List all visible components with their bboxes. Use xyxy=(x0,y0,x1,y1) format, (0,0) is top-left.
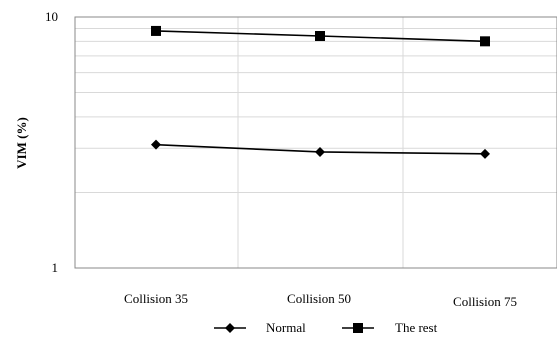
legend-marker-the-rest xyxy=(353,323,363,333)
category-label-collision-50: Collision 50 xyxy=(287,291,351,306)
data-point-normal-3 xyxy=(480,148,490,159)
data-point-normal-1 xyxy=(151,139,161,150)
category-label-collision-75: Collision 75 xyxy=(453,294,517,309)
category-label-collision-35: Collision 35 xyxy=(124,291,188,306)
legend-label-the-rest: The rest xyxy=(395,320,438,335)
data-point-normal-2 xyxy=(315,146,325,157)
legend-label-normal: Normal xyxy=(266,320,306,335)
y-tick-label-1: 1 xyxy=(52,260,59,275)
data-point-the-rest-3 xyxy=(480,36,490,47)
grid-lines xyxy=(75,17,557,268)
series-layer xyxy=(151,25,490,159)
y-tick-label-10: 10 xyxy=(45,9,58,24)
plot-area-border xyxy=(74,16,557,269)
y-axis-label: VIM (%) xyxy=(14,117,29,169)
legend: Normal The rest xyxy=(214,320,438,335)
data-point-the-rest-2 xyxy=(315,31,325,42)
legend-marker-normal xyxy=(225,323,235,333)
data-point-the-rest-1 xyxy=(151,25,161,36)
